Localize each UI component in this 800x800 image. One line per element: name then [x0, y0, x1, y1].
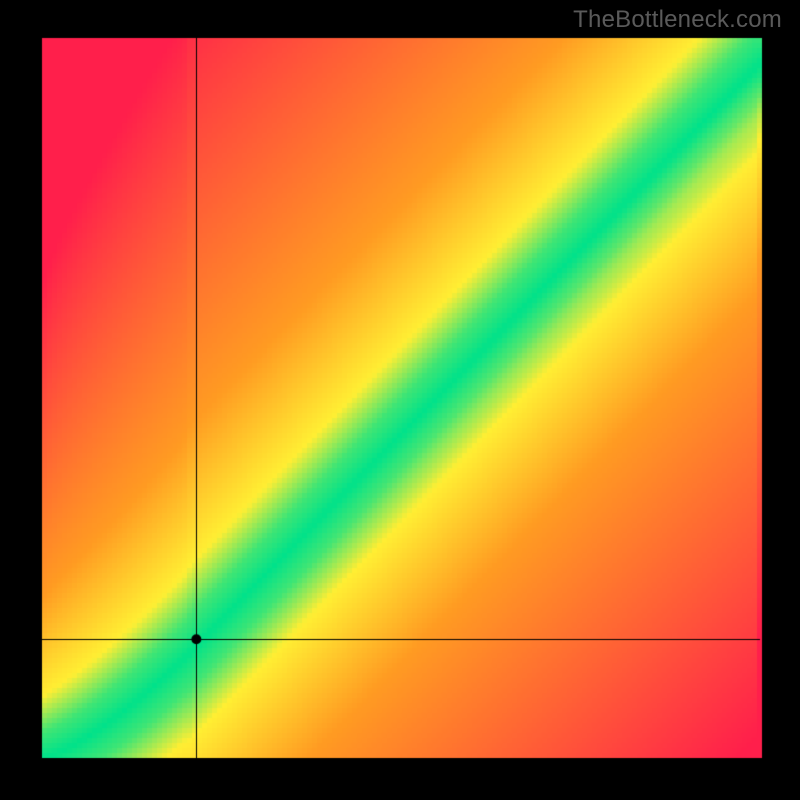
watermark-text: TheBottleneck.com [573, 6, 782, 34]
bottleneck-heatmap [0, 0, 800, 800]
